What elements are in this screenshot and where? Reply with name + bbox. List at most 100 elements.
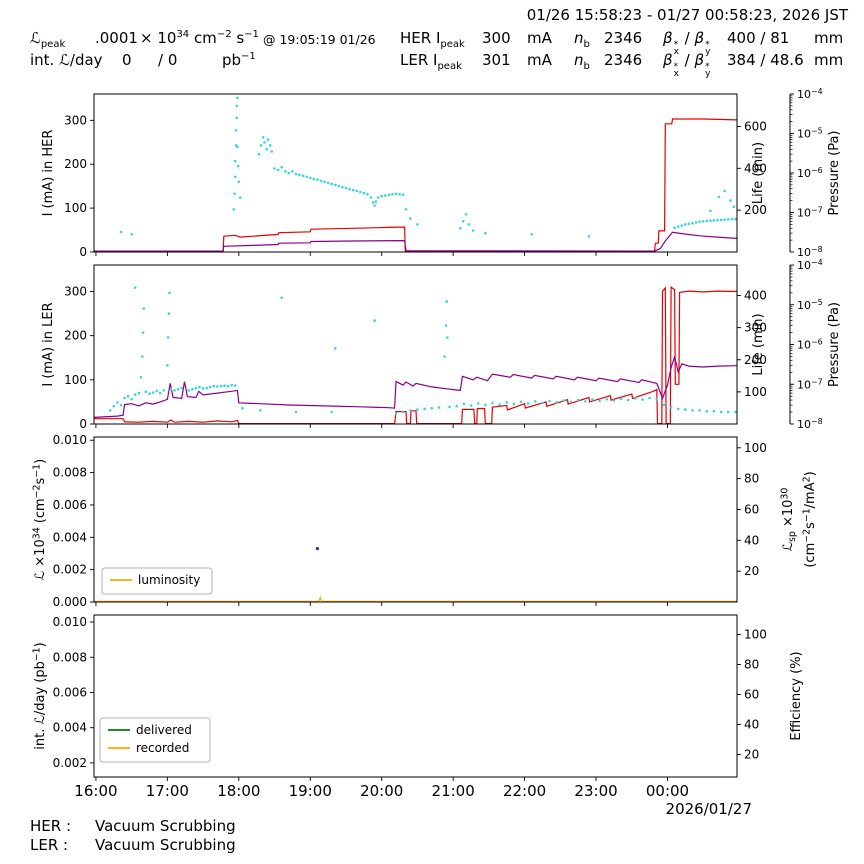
her-pressure (709, 209, 712, 213)
her-pressure (236, 96, 239, 100)
her-pressure (351, 188, 355, 192)
right-axis-label: Life (min) (751, 142, 766, 204)
y-axis-label: I (mA) in HER (41, 130, 56, 217)
ler-current (94, 285, 737, 424)
ler-pressure (155, 389, 158, 393)
y-tick-label: 0.008 (53, 466, 87, 480)
ler-pressure (712, 409, 716, 413)
her-ipeak-unit: mA (527, 29, 552, 47)
her-pressure (119, 230, 123, 234)
ler-pressure (126, 394, 130, 398)
right-tick-label: 400 (744, 289, 767, 303)
her-pressure (726, 218, 730, 221)
ler-pressure (334, 347, 337, 350)
her-pressure (316, 178, 319, 181)
her-pressure (409, 217, 412, 220)
ler-beta-label: β * x / β * y (663, 51, 711, 79)
her-pressure (330, 182, 334, 186)
pressure-tick-label: 10−5 (797, 127, 823, 141)
her-pressure (687, 222, 691, 225)
right-axis-label: Efficiency (%) (789, 651, 804, 740)
her-pressure (298, 173, 301, 177)
her-pressure (705, 219, 709, 223)
ler-chart: 0 100 200 300 I (mA) in LER 100 200 300 400 Life … (41, 258, 842, 430)
her-pressure (233, 175, 237, 179)
her-pressure (237, 180, 241, 184)
ler-pressure (230, 383, 233, 387)
pressure-tick-label: 10−4 (797, 87, 823, 101)
her-pressure (416, 223, 419, 226)
ler-pressure (446, 336, 449, 339)
y-tick-label: 100 (64, 201, 87, 215)
x-tick-label: 22:00 (503, 782, 546, 800)
ler-pressure (259, 409, 262, 412)
her-pressure (233, 192, 236, 195)
her-pressure (398, 192, 401, 196)
ler-pressure (519, 400, 523, 404)
ler-pressure (226, 384, 230, 388)
her-pressure (257, 152, 261, 156)
y-tick-label: 0.006 (53, 498, 87, 512)
ler-pressure (394, 412, 398, 416)
ler-pressure (669, 406, 673, 409)
ler-pressure (444, 324, 448, 327)
her-pressure (265, 147, 269, 151)
pressure-tick-label: 10−8 (797, 417, 823, 430)
ler-nb-label: nb (574, 51, 590, 72)
ler-pressure (142, 307, 146, 310)
her-pressure (319, 179, 323, 183)
ler-pressure (401, 410, 405, 414)
legend-label: delivered (136, 723, 192, 737)
her-pressure (344, 186, 348, 190)
ler-pressure (151, 391, 155, 394)
ler-pressure (166, 364, 169, 367)
intl-unit: pb−1 (222, 51, 256, 69)
right-tick-label: 100 (744, 441, 767, 455)
right-tick-label: 20 (744, 748, 759, 762)
her-status-value: Vacuum Scrubbing (95, 817, 236, 835)
right-tick-label: 100 (744, 628, 767, 642)
pressure-axis-label: Pressure (Pa) (827, 130, 842, 215)
her-pressure (387, 193, 391, 197)
ler-pressure (676, 407, 680, 411)
ler-pressure (123, 396, 126, 400)
her-pressure (373, 204, 376, 207)
her-pressure (694, 221, 698, 224)
ler-pressure (187, 389, 191, 392)
ler-pressure (612, 399, 616, 402)
her-pressure (394, 192, 398, 195)
her-ring-series (94, 96, 737, 252)
her-pressure (348, 187, 351, 191)
legend-label: recorded (136, 741, 189, 755)
right-tick-label: 60 (744, 502, 759, 516)
right-tick-label: 200 (744, 203, 767, 217)
her-pressure (467, 223, 471, 226)
ler-pressure (605, 397, 609, 401)
ler-pressure (158, 391, 162, 395)
her-pressure (680, 224, 684, 227)
luminosity-legend: luminosity (101, 567, 213, 595)
her-pressure (359, 190, 362, 194)
y-tick-label: 0.002 (53, 563, 87, 577)
y-tick-label: 100 (64, 373, 87, 387)
ler-pressure (133, 286, 137, 289)
ler-pressure (655, 397, 659, 401)
her-pressure (464, 213, 468, 216)
ler-pressure (144, 390, 148, 393)
y-tick-label: 0.006 (53, 685, 87, 699)
lpeak-value: .0001 (95, 29, 138, 47)
ler-status-value: Vacuum Scrubbing (95, 836, 236, 854)
ler-pressure (491, 401, 494, 405)
x-tick-label: 17:00 (146, 782, 189, 800)
y-axis-label: ℒ ×1034 (cm−2s−1) (32, 459, 49, 580)
ler-pressure (691, 409, 694, 412)
her-pressure (673, 226, 676, 230)
luminosity-chart: 0.000 0.002 0.004 0.006 0.008 0.010 ℒ ×1034 (c… (32, 433, 819, 606)
her-pressure (459, 226, 462, 230)
her-beta-unit: mm (814, 29, 844, 47)
right-axis-label: Life (min) (751, 313, 766, 375)
her-pressure (235, 104, 238, 108)
right-tick-label: 600 (744, 119, 767, 133)
right-axis-label: (cm−2s−1/mA2) (802, 471, 819, 567)
her-pressure (371, 201, 375, 204)
